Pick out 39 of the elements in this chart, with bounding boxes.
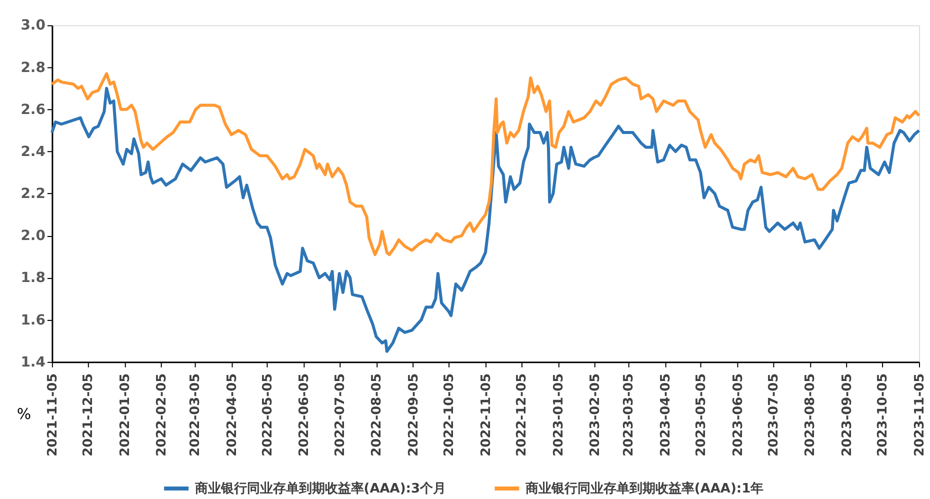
x-tick-label: 2022-07-05 — [332, 373, 348, 456]
x-tick-label: 2023-01-05 — [551, 373, 566, 456]
legend-label: 商业银行同业存单到期收益率(AAA):3个月 — [194, 480, 446, 496]
y-tick-label: 2.6 — [20, 102, 46, 118]
x-tick-label: 2023-11-05 — [912, 373, 928, 456]
y-tick-label: 2.4 — [20, 144, 46, 160]
y-tick-label: 1.6 — [20, 312, 46, 328]
x-tick-label: 2022-06-05 — [297, 373, 312, 456]
x-tick-label: 2023-10-05 — [876, 373, 891, 456]
x-tick-label: 2023-02-05 — [588, 373, 604, 456]
y-tick-label: 2.2 — [20, 186, 46, 202]
x-tick-label: 2022-01-05 — [118, 373, 133, 456]
x-tick-label: 2023-09-05 — [840, 373, 856, 456]
line-series — [50, 72, 921, 256]
x-tick-label: 2022-10-05 — [442, 373, 458, 456]
x-tick-label: 2022-12-05 — [514, 373, 530, 456]
line-series — [50, 86, 921, 353]
text: % — [16, 404, 32, 423]
x-tick-label: 2022-08-05 — [370, 373, 385, 456]
legend-label: 商业银行同业存单到期收益率(AAA):1年 — [524, 480, 764, 496]
x-tick-label: 2022-03-05 — [188, 373, 203, 456]
x-tick-label: 2023-03-05 — [622, 373, 637, 456]
y-tick-label: 1.4 — [20, 354, 46, 370]
x-tick-label: 2021-11-05 — [45, 373, 60, 456]
x-tick-label: 2022-04-05 — [224, 373, 240, 456]
x-tick-label: 2022-05-05 — [260, 373, 276, 456]
y-tick-label: 2.8 — [20, 60, 46, 76]
x-tick-label: 2021-12-05 — [81, 373, 96, 456]
x-tick-label: 2023-05-05 — [694, 373, 709, 456]
x-tick-label: 2022-02-05 — [154, 373, 170, 456]
x-tick-label: 2023-04-05 — [658, 373, 674, 456]
x-tick-label: 2022-09-05 — [406, 373, 422, 456]
x-tick-label: 2022-11-05 — [478, 373, 494, 456]
y-tick-label: 2.0 — [20, 228, 46, 244]
x-tick-label: 2023-08-05 — [803, 373, 818, 456]
x-tick-label: 2023-07-05 — [766, 373, 782, 456]
y-tick-label: 3.0 — [20, 18, 46, 34]
y-tick-label: 1.8 — [20, 270, 46, 286]
x-tick-label: 2023-06-05 — [730, 373, 746, 456]
